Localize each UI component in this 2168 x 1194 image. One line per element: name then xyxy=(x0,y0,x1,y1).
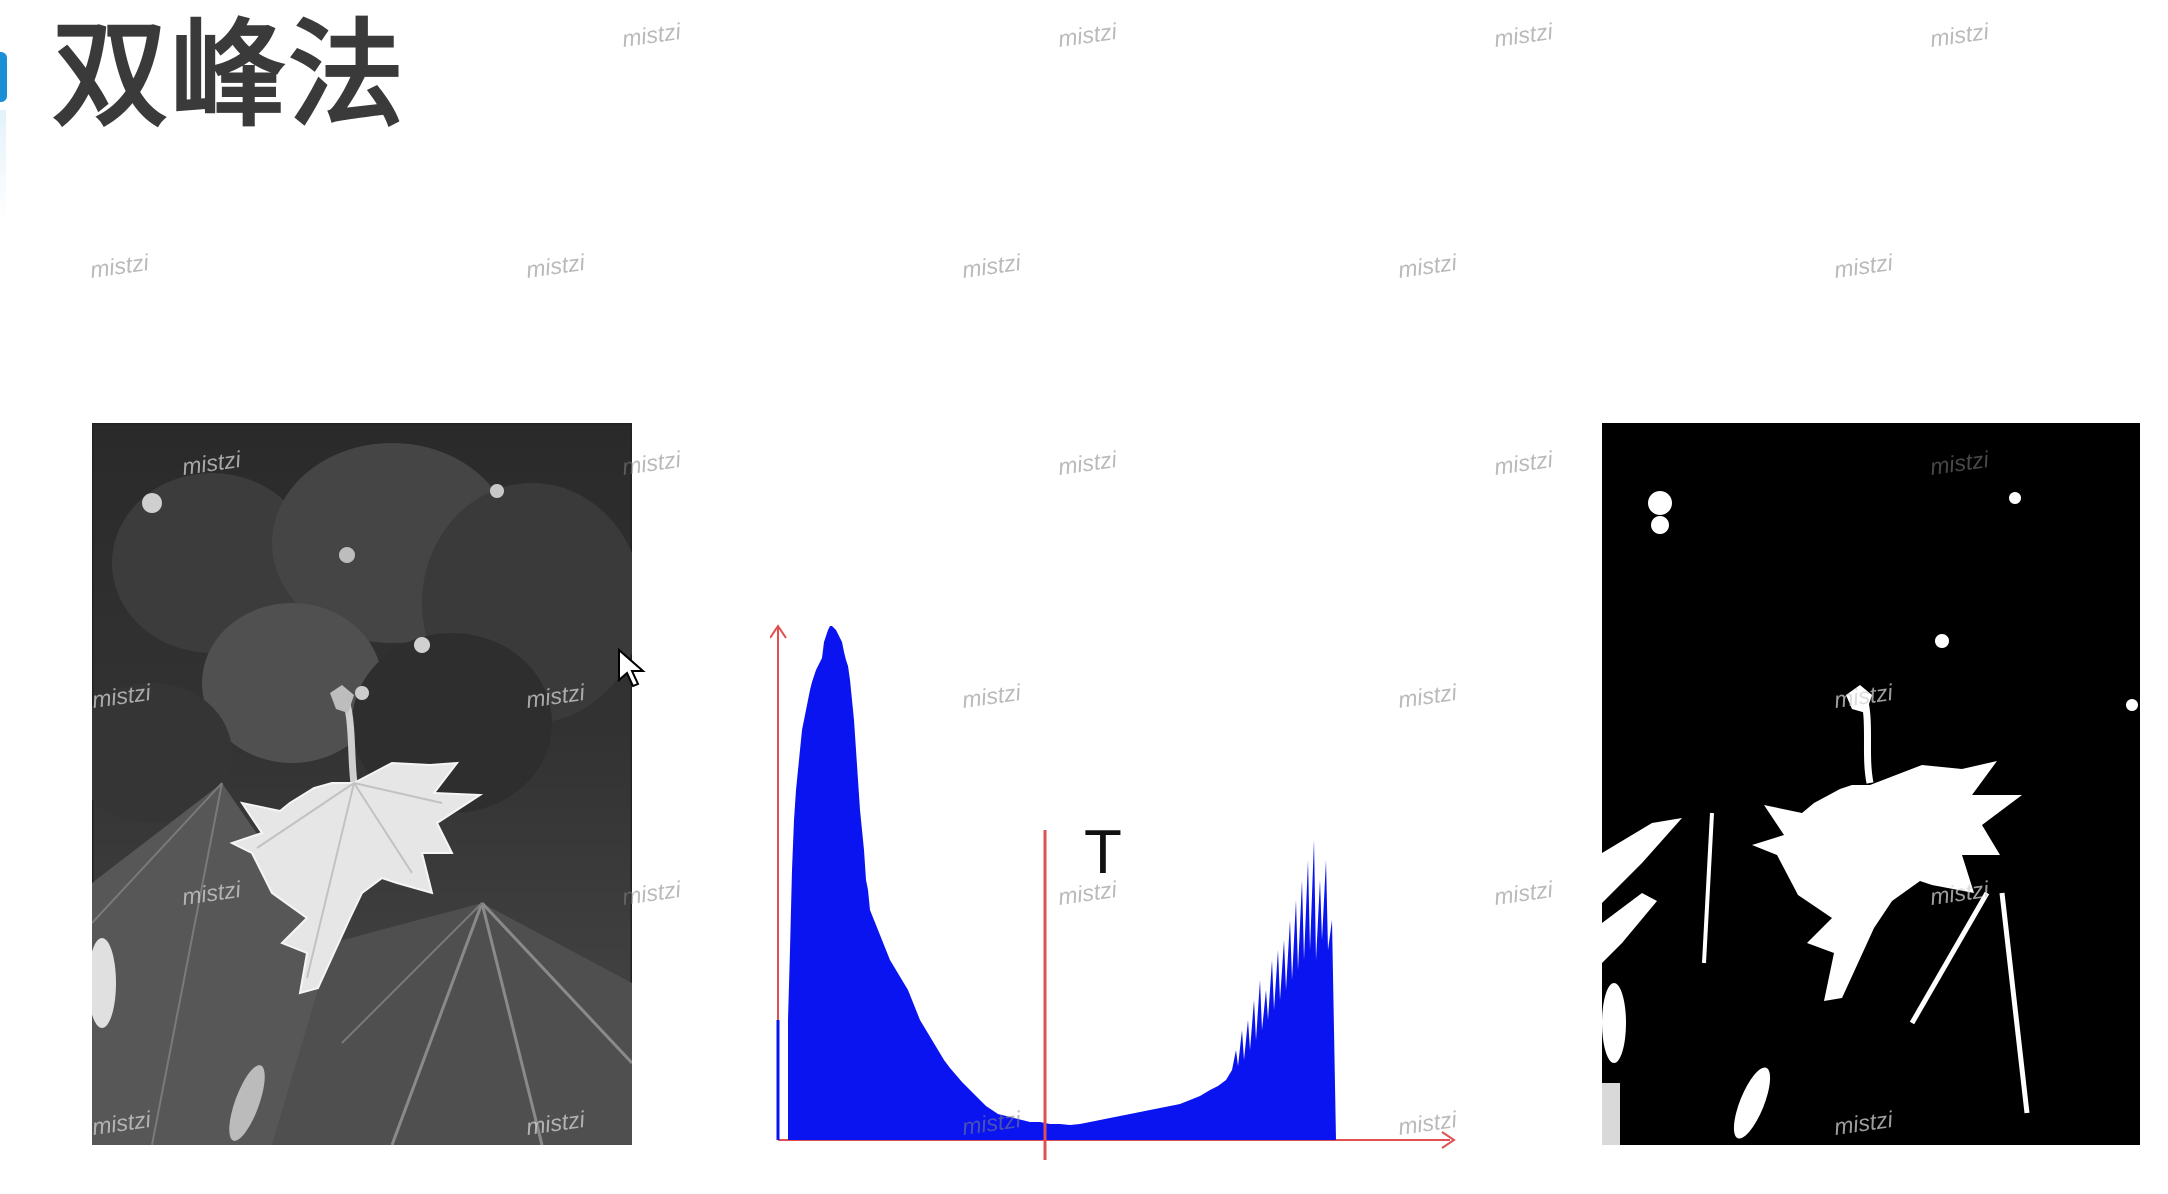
grayscale-image xyxy=(92,423,632,1145)
watermark: mistzi xyxy=(88,249,151,283)
watermark: mistzi xyxy=(1396,249,1459,283)
watermark: mistzi xyxy=(1928,18,1991,52)
mouse-cursor-icon xyxy=(618,648,646,688)
watermark: mistzi xyxy=(1492,446,1555,480)
binary-result-image xyxy=(1602,423,2140,1145)
title-accent-bar xyxy=(0,52,7,102)
watermark: mistzi xyxy=(620,18,683,52)
accent-fade xyxy=(0,110,6,220)
watermark: mistzi xyxy=(1492,876,1555,910)
watermark: mistzi xyxy=(524,249,587,283)
watermark: mistzi xyxy=(1056,18,1119,52)
threshold-label: T xyxy=(1084,818,1122,887)
histogram-distribution xyxy=(788,626,1336,1140)
watermark: mistzi xyxy=(1492,18,1555,52)
watermark: mistzi xyxy=(1832,249,1895,283)
watermark: mistzi xyxy=(1056,446,1119,480)
slide-title: 双峰法 xyxy=(52,8,406,143)
watermark: mistzi xyxy=(960,249,1023,283)
histogram-chart xyxy=(770,620,1460,1165)
